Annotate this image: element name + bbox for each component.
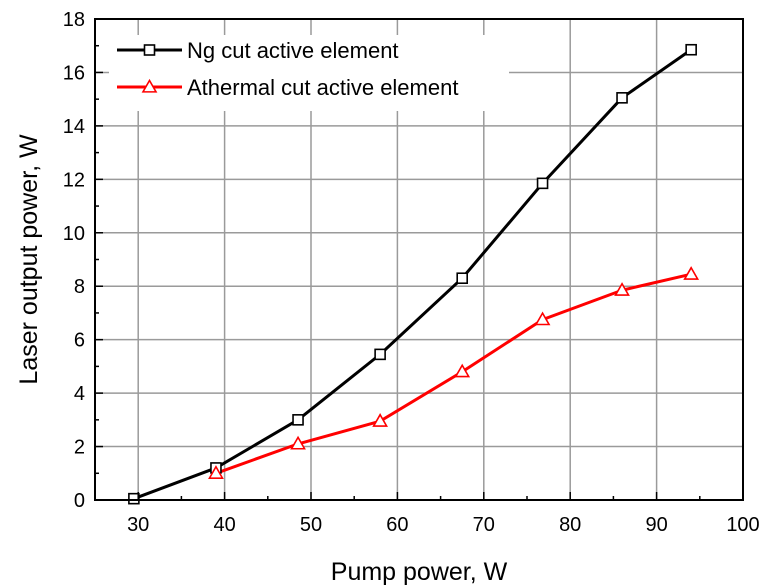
y-tick-labels: 0 2 4 6 8 10 12 14 16 18 [63, 9, 85, 512]
triangle-marker [454, 363, 471, 378]
series-lines [133, 48, 693, 501]
triangle-marker [534, 311, 551, 326]
y-tick-label: 8 [74, 276, 85, 298]
y-tick-label: 2 [74, 437, 85, 459]
x-tick-label: 100 [726, 514, 759, 536]
y-tick-label: 4 [74, 383, 85, 405]
x-tick-label: 70 [473, 514, 495, 536]
x-tick-label: 80 [559, 514, 581, 536]
legend-label-2: Athermal cut active element [187, 75, 458, 100]
square-marker [685, 43, 697, 56]
y-tick-label: 10 [63, 223, 85, 245]
y-tick-label: 12 [63, 169, 85, 191]
x-tick-label: 90 [645, 514, 667, 536]
square-marker [143, 44, 156, 56]
y-tick-label: 14 [63, 116, 85, 138]
series-line-1 [133, 48, 693, 501]
y-tick-label: 6 [74, 330, 85, 352]
triangle-marker [290, 435, 306, 450]
square-marker [536, 177, 549, 190]
x-tick-label: 40 [213, 514, 235, 536]
square-marker [456, 272, 469, 285]
x-tick-labels: 30 40 50 60 70 80 90 100 [127, 514, 760, 536]
square-marker [374, 348, 386, 361]
series-markers [128, 43, 700, 505]
legend-label-1: Ng cut active element [187, 38, 399, 63]
triangle-marker [614, 282, 630, 296]
triangle-marker [141, 78, 158, 93]
x-axis-title: Pump power, W [331, 558, 508, 586]
triangle-marker [208, 465, 224, 479]
x-tick-label: 30 [127, 514, 149, 536]
x-tick-label: 50 [300, 514, 322, 536]
axis-ticks [94, 18, 744, 501]
y-tick-label: 18 [63, 9, 85, 31]
x-tick-label: 60 [386, 514, 408, 536]
y-axis-title: Laser output power, W [15, 134, 43, 385]
y-tick-label: 0 [74, 490, 85, 512]
triangle-marker [372, 413, 388, 427]
legend-box [109, 35, 509, 111]
square-marker [292, 414, 304, 426]
series-line-2 [215, 272, 692, 475]
square-marker [616, 92, 628, 104]
y-tick-label: 16 [63, 62, 85, 84]
legend: Ng cut active element Athermal cut active… [109, 35, 509, 111]
triangle-marker [683, 266, 700, 280]
square-marker [128, 492, 140, 505]
